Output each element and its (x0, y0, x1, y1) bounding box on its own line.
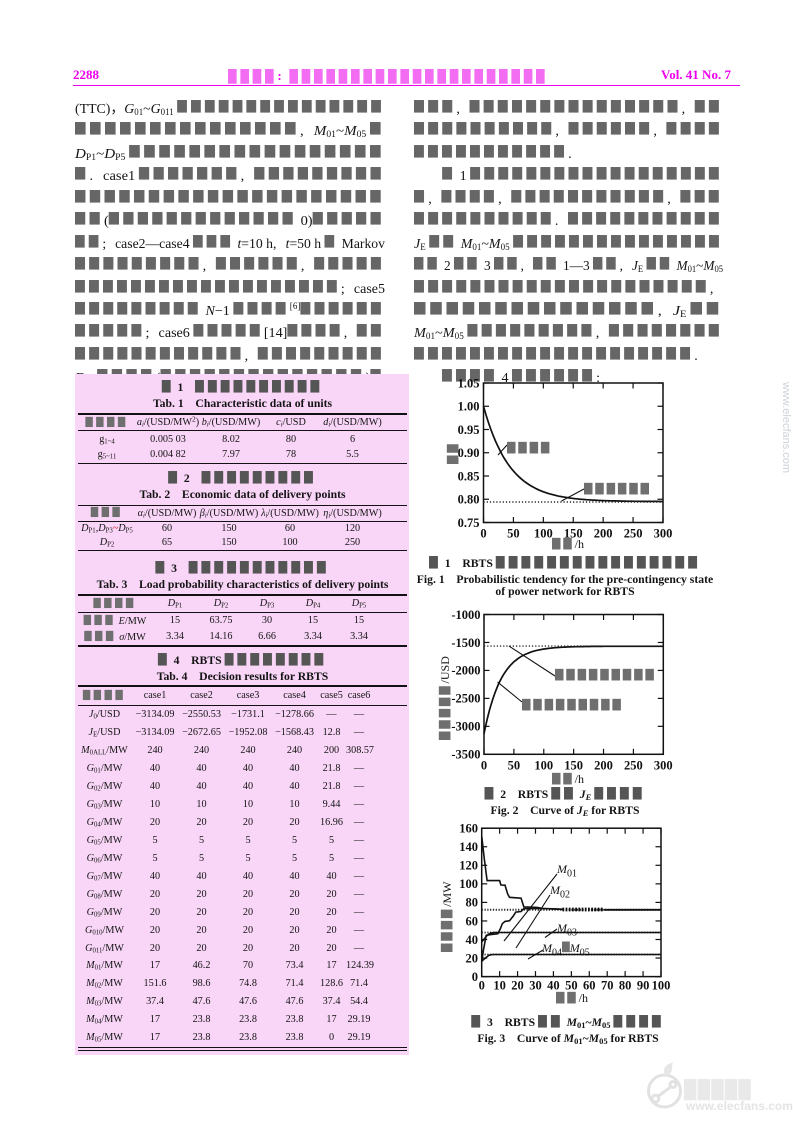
svg-text:-3500: -3500 (451, 748, 480, 762)
svg-text:0: 0 (472, 970, 478, 984)
svg-text:50: 50 (565, 979, 578, 993)
svg-text:40: 40 (466, 933, 479, 947)
svg-text:0.75: 0.75 (458, 516, 480, 530)
svg-text:20: 20 (466, 951, 479, 965)
svg-text:60: 60 (466, 914, 479, 928)
svg-text:300: 300 (654, 759, 673, 773)
svg-text:-2000: -2000 (451, 664, 480, 678)
svg-text:80: 80 (466, 896, 479, 910)
svg-text:200: 200 (594, 527, 613, 541)
svg-text:250: 250 (624, 759, 643, 773)
svg-text:1.00: 1.00 (458, 400, 480, 414)
svg-text:30: 30 (529, 979, 542, 993)
svg-text:100: 100 (459, 877, 478, 891)
svg-text:60: 60 (583, 979, 596, 993)
svg-text:50: 50 (507, 527, 520, 541)
svg-text:10: 10 (493, 979, 506, 993)
svg-text:150: 150 (564, 527, 583, 541)
svg-text:50: 50 (508, 759, 521, 773)
svg-text:0.90: 0.90 (458, 446, 480, 460)
svg-text:100: 100 (652, 979, 671, 993)
svg-text:300: 300 (654, 527, 673, 541)
svg-text:80: 80 (619, 979, 632, 993)
svg-text:-3000: -3000 (451, 720, 480, 734)
svg-text:200: 200 (594, 759, 613, 773)
svg-text:0.95: 0.95 (458, 423, 480, 437)
svg-text:0.85: 0.85 (458, 469, 480, 483)
svg-text:100: 100 (534, 759, 553, 773)
svg-text:100: 100 (534, 527, 553, 541)
svg-text:150: 150 (564, 759, 583, 773)
svg-text:0: 0 (480, 527, 486, 541)
svg-text:0: 0 (481, 759, 487, 773)
svg-text:40: 40 (547, 979, 560, 993)
svg-text:90: 90 (637, 979, 650, 993)
svg-text:250: 250 (624, 527, 643, 541)
svg-text:20: 20 (511, 979, 524, 993)
svg-text:-1000: -1000 (451, 610, 480, 622)
svg-text:0.80: 0.80 (458, 493, 480, 507)
svg-text:-2500: -2500 (451, 692, 480, 706)
svg-text:-1500: -1500 (451, 636, 480, 650)
svg-text:160: 160 (459, 822, 478, 836)
svg-text:140: 140 (459, 840, 478, 854)
svg-text:0: 0 (479, 979, 485, 993)
svg-text:70: 70 (601, 979, 614, 993)
svg-text:1.05: 1.05 (458, 378, 480, 390)
svg-text:120: 120 (459, 859, 478, 873)
